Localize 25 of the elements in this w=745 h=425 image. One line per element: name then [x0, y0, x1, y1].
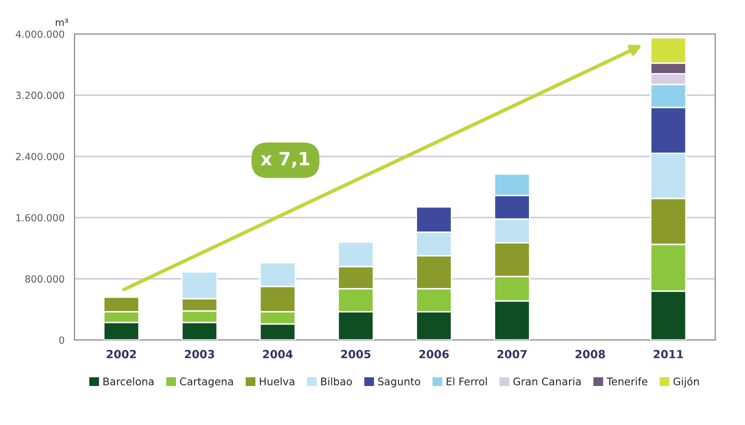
y-axis-title: m³	[56, 18, 68, 26]
x-tick-label: 2005	[341, 350, 370, 358]
x-tick-label: 2003	[184, 350, 214, 358]
legend-label: Barcelona	[104, 377, 154, 386]
y-tick-label: 2.400.000	[16, 152, 64, 160]
x-tick-label: 2008	[576, 350, 605, 358]
y-tick-label: 0	[59, 336, 64, 344]
x-tick-label: 2006	[419, 350, 449, 358]
x-tick-label: 2004	[263, 350, 293, 358]
y-tick-label: 4.000.000	[16, 30, 64, 38]
legend-label: Sagunto	[378, 378, 420, 388]
legend-label: Gran Canaria	[513, 377, 581, 386]
y-tick-label: 3.200.000	[16, 92, 64, 100]
legend-label: Bilbao	[321, 377, 352, 386]
x-tick-label: 2002	[106, 350, 136, 358]
legend-label: Huelva	[260, 377, 294, 386]
y-tick-label: 1.600.000	[16, 214, 64, 222]
annotation: x 7,1	[260, 152, 310, 168]
legend-label: Gijón	[673, 376, 699, 388]
y-tick-label: 800.000	[25, 275, 64, 283]
legend-label: El Ferrol	[446, 377, 487, 386]
x-tick-label: 2007	[497, 350, 527, 358]
legend-label: Tenerife	[606, 377, 648, 386]
x-tick-label: 2011	[654, 350, 684, 358]
legend-label: Cartagena	[180, 378, 233, 388]
